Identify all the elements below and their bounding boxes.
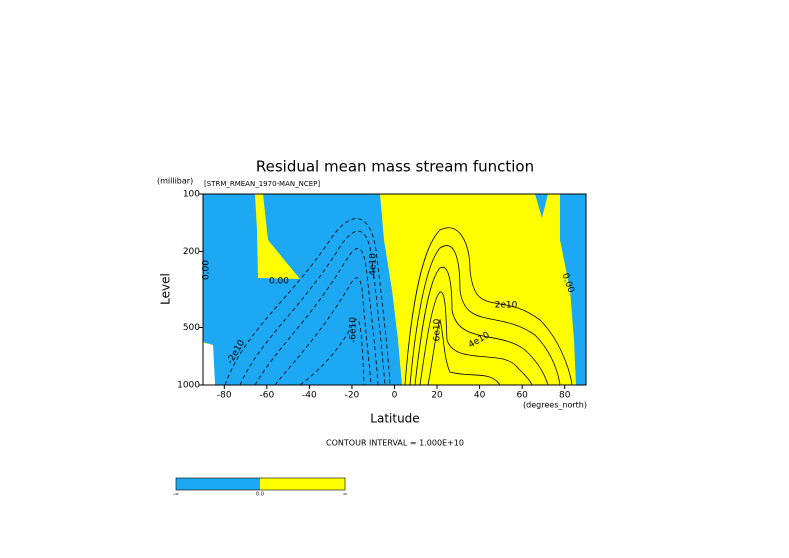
y-tick-label: 200 bbox=[183, 247, 200, 257]
subtitle: [STRM_RMEAN_1970-MAN_NCEP] bbox=[204, 180, 320, 188]
y-tick-label: 500 bbox=[183, 323, 200, 333]
contour-interval: CONTOUR INTERVAL = 1.000E+10 bbox=[326, 439, 464, 448]
negative-contours bbox=[224, 218, 391, 386]
colorbar-negative bbox=[176, 478, 260, 490]
x-tick-label: -40 bbox=[302, 391, 317, 401]
negative-region bbox=[535, 194, 548, 218]
missing-region bbox=[203, 343, 215, 385]
colorbar-positive bbox=[260, 478, 345, 490]
chart-title: Residual mean mass stream function bbox=[256, 158, 534, 176]
x-tick-label: -80 bbox=[217, 391, 232, 401]
y-axis-label: Level bbox=[159, 273, 173, 305]
negative-region bbox=[203, 194, 402, 385]
x-units: (degrees_north) bbox=[523, 401, 587, 410]
contour-label: -6e10 bbox=[349, 317, 359, 343]
negative-region bbox=[560, 194, 586, 385]
colorbar-label: 0.0 bbox=[256, 492, 264, 498]
y-tick-label: 1000 bbox=[177, 381, 200, 391]
contour-label: 0.00 bbox=[202, 260, 212, 280]
positive-contours bbox=[404, 227, 573, 386]
contour-label: -4e10 bbox=[369, 253, 379, 279]
contour-label: 0.00 bbox=[269, 277, 289, 287]
plot-area bbox=[202, 193, 587, 386]
x-axis-label: Latitude bbox=[370, 412, 419, 426]
x-tick-label: 80 bbox=[559, 391, 571, 401]
y-units: (millibar) bbox=[157, 177, 193, 186]
x-tick-label: -60 bbox=[259, 391, 274, 401]
x-tick-label: 0 bbox=[392, 391, 398, 401]
colorbar-frame bbox=[175, 477, 346, 491]
contour-label: 6e10 bbox=[433, 318, 443, 341]
x-tick-label: 20 bbox=[431, 391, 443, 401]
y-tick-label: 100 bbox=[183, 190, 200, 200]
x-tick-label: 40 bbox=[474, 391, 486, 401]
colorbar-label: ∞ bbox=[343, 492, 347, 498]
contour-label: 2e10 bbox=[495, 301, 518, 311]
colorbar-label: -∞ bbox=[173, 492, 179, 498]
x-tick-label: -20 bbox=[345, 391, 360, 401]
x-tick-label: 60 bbox=[516, 391, 528, 401]
